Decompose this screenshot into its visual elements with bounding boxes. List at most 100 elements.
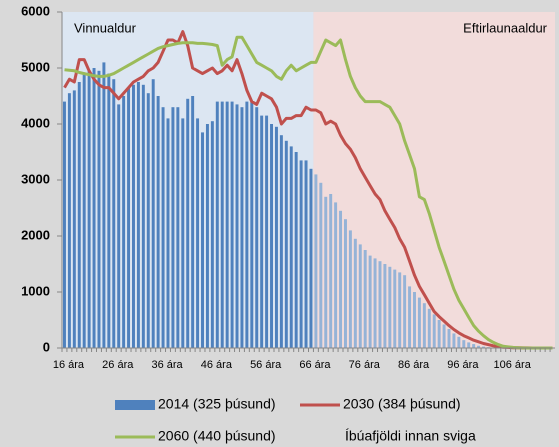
x-tick-label: 106 ára bbox=[494, 359, 532, 371]
y-tick-label: 2000 bbox=[21, 227, 50, 242]
bar bbox=[102, 62, 106, 349]
bar bbox=[97, 70, 101, 349]
bar bbox=[363, 250, 367, 348]
bar bbox=[67, 93, 71, 348]
bar bbox=[398, 272, 402, 348]
legend-swatch bbox=[115, 400, 155, 410]
bar bbox=[161, 107, 165, 348]
bar bbox=[284, 140, 288, 348]
legend-label: 2030 (384 þúsund) bbox=[343, 396, 461, 412]
bar bbox=[314, 174, 318, 348]
line bbox=[63, 30, 553, 350]
bar bbox=[422, 303, 426, 348]
bar bbox=[408, 286, 412, 348]
x-tick-label: 66 ára bbox=[299, 359, 331, 371]
bar bbox=[122, 96, 126, 348]
x-tick-label: 36 ára bbox=[151, 359, 183, 371]
bar bbox=[127, 87, 131, 348]
bar bbox=[442, 324, 446, 348]
bar bbox=[112, 79, 116, 348]
bar bbox=[72, 90, 76, 349]
bar bbox=[403, 275, 407, 348]
bar bbox=[294, 152, 298, 348]
bar bbox=[132, 84, 135, 349]
bar bbox=[245, 101, 249, 348]
y-tick-label: 6000 bbox=[21, 3, 50, 18]
bar bbox=[191, 96, 195, 348]
bar bbox=[417, 297, 421, 348]
region-label: Eftirlaunaaldur bbox=[463, 20, 547, 35]
bar bbox=[358, 244, 362, 348]
bar bbox=[353, 238, 357, 348]
y-tick-label: 4000 bbox=[21, 115, 50, 130]
y-tick-label: 1000 bbox=[21, 283, 50, 298]
bar bbox=[77, 82, 81, 348]
y-tick-label: 0 bbox=[43, 339, 50, 354]
bar bbox=[220, 101, 224, 348]
bar bbox=[215, 101, 219, 348]
bar bbox=[156, 96, 160, 348]
bar bbox=[225, 101, 229, 348]
region-label: Vinnualdur bbox=[74, 20, 137, 35]
bar bbox=[82, 73, 86, 348]
bar bbox=[186, 98, 190, 348]
bar bbox=[299, 160, 303, 348]
bar bbox=[467, 342, 471, 348]
bar bbox=[343, 219, 347, 348]
bar bbox=[235, 104, 239, 349]
bar bbox=[393, 269, 397, 348]
line bbox=[64, 35, 553, 350]
bar bbox=[92, 68, 96, 348]
bar bbox=[482, 346, 485, 348]
bar bbox=[176, 107, 180, 348]
bar bbox=[339, 210, 343, 348]
legend-label: 2060 (440 þúsund) bbox=[158, 428, 276, 444]
bar bbox=[452, 333, 456, 348]
bar bbox=[413, 292, 416, 348]
bar bbox=[447, 328, 451, 348]
bar bbox=[319, 182, 323, 348]
bar bbox=[348, 230, 352, 348]
bar bbox=[107, 73, 111, 348]
x-tick-label: 16 ára bbox=[53, 359, 85, 371]
x-tick-label: 86 ára bbox=[398, 359, 430, 371]
x-tick-label: 46 ára bbox=[201, 359, 233, 371]
bar bbox=[378, 261, 382, 348]
bar bbox=[196, 118, 200, 349]
bar bbox=[334, 202, 338, 348]
x-tick-label: 26 ára bbox=[102, 359, 134, 371]
bar bbox=[477, 345, 481, 348]
bar bbox=[87, 70, 91, 349]
bar bbox=[437, 320, 441, 348]
bar bbox=[324, 196, 328, 348]
x-tick-label: 56 ára bbox=[250, 359, 282, 371]
bar bbox=[250, 101, 254, 348]
bar bbox=[462, 340, 466, 348]
bar bbox=[279, 135, 283, 348]
y-tick-label: 3000 bbox=[21, 171, 50, 186]
bar bbox=[62, 101, 66, 348]
bar bbox=[151, 79, 155, 348]
bar bbox=[457, 336, 461, 348]
legend-label: 2014 (325 þúsund) bbox=[158, 396, 276, 412]
y-tick-label: 5000 bbox=[21, 59, 50, 74]
bar bbox=[210, 121, 214, 348]
bar bbox=[141, 84, 145, 349]
bar bbox=[304, 160, 308, 348]
bar bbox=[230, 101, 234, 348]
bar bbox=[205, 124, 209, 348]
bar bbox=[388, 266, 392, 348]
bar bbox=[432, 314, 436, 348]
region bbox=[313, 12, 555, 348]
bar bbox=[270, 124, 274, 348]
note: Íbúafjöldi innan sviga bbox=[345, 428, 476, 444]
bar bbox=[240, 107, 244, 348]
bar bbox=[427, 308, 431, 348]
bar bbox=[201, 132, 204, 348]
bar bbox=[373, 258, 377, 348]
x-tick-label: 96 ára bbox=[447, 359, 479, 371]
bar bbox=[166, 118, 170, 349]
bar bbox=[274, 126, 278, 348]
x-tick-label: 76 ára bbox=[349, 359, 381, 371]
